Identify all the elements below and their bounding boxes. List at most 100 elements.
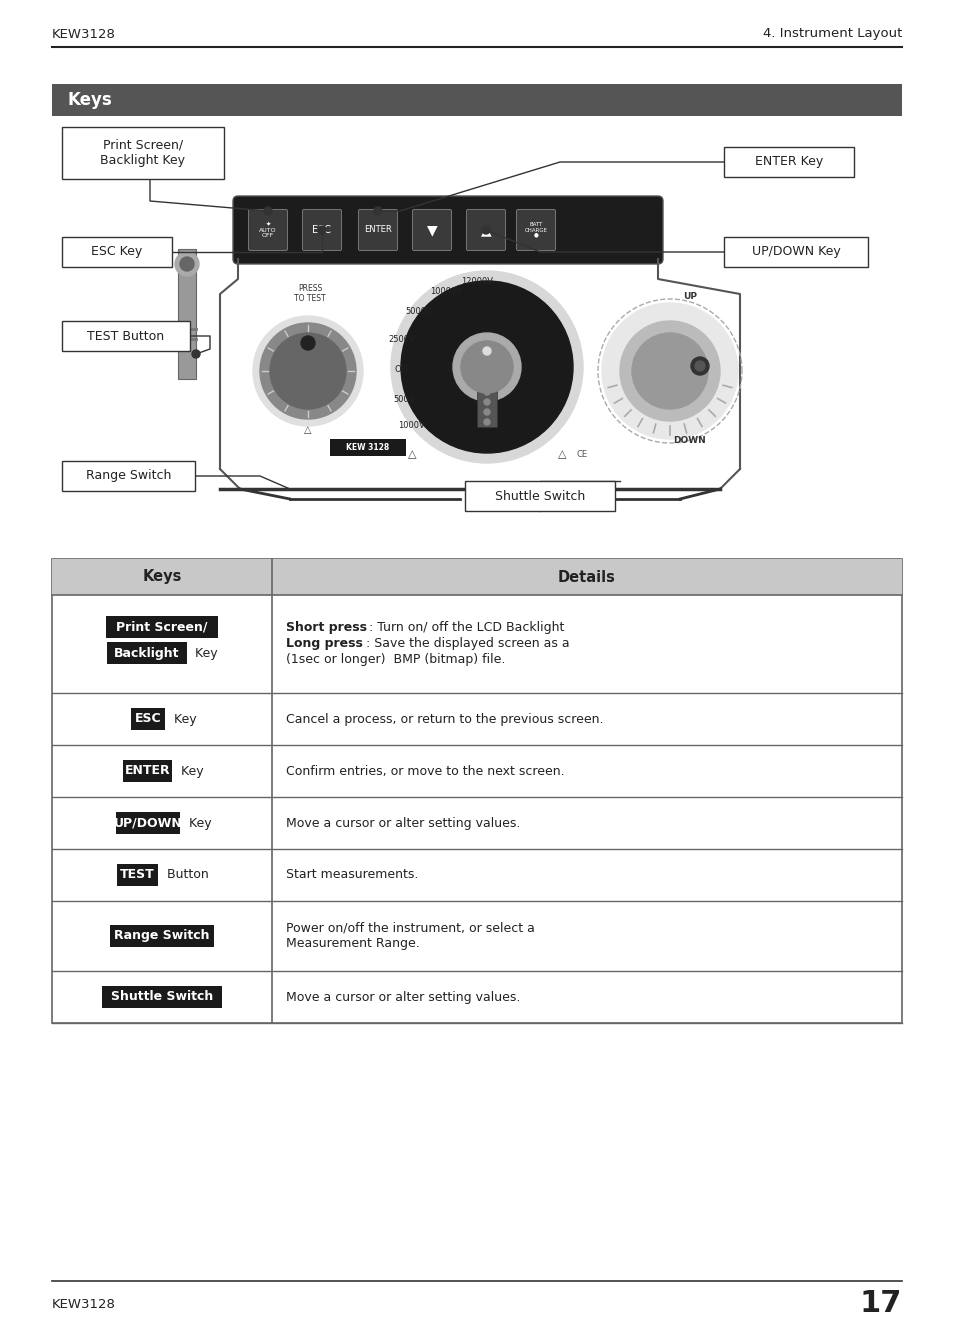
Text: Details: Details — [558, 569, 616, 585]
Text: Confirm entries, or move to the next screen.: Confirm entries, or move to the next scr… — [286, 765, 564, 778]
Circle shape — [253, 316, 363, 426]
Circle shape — [483, 390, 490, 395]
Text: Key: Key — [170, 712, 196, 726]
Circle shape — [631, 333, 707, 408]
Bar — [123, 761, 172, 782]
Text: Long press: Long press — [286, 637, 362, 651]
Circle shape — [264, 208, 272, 216]
Text: Keys: Keys — [142, 569, 181, 585]
FancyBboxPatch shape — [302, 209, 341, 250]
Text: Backlight: Backlight — [114, 647, 179, 660]
Text: 17: 17 — [859, 1289, 901, 1319]
Text: Key: Key — [177, 765, 204, 778]
Text: 10000V: 10000V — [430, 287, 461, 296]
Text: △: △ — [407, 449, 416, 459]
Text: Move a cursor or alter setting values.: Move a cursor or alter setting values. — [286, 817, 519, 829]
Bar — [107, 641, 187, 664]
Text: UP: UP — [682, 292, 697, 301]
Text: Cancel a process, or return to the previous screen.: Cancel a process, or return to the previ… — [286, 712, 603, 726]
Circle shape — [483, 399, 490, 404]
Bar — [117, 864, 158, 886]
Text: Measurement Range.: Measurement Range. — [286, 937, 419, 951]
Text: 12000V: 12000V — [460, 276, 493, 285]
Text: Key: Key — [191, 647, 217, 660]
Bar — [62, 127, 224, 179]
Bar — [132, 708, 165, 730]
Bar — [62, 237, 172, 266]
Circle shape — [180, 257, 193, 270]
Bar — [723, 237, 867, 266]
Circle shape — [483, 419, 490, 424]
Text: DOWN: DOWN — [673, 437, 705, 445]
Text: (1sec or longer)  BMP (bitmap) file.: (1sec or longer) BMP (bitmap) file. — [286, 653, 505, 667]
Circle shape — [483, 379, 490, 386]
FancyBboxPatch shape — [330, 439, 406, 457]
Text: Keys: Keys — [68, 91, 112, 108]
Text: Button: Button — [163, 869, 209, 881]
Text: ESC: ESC — [313, 225, 331, 236]
Text: : Save the displayed screen as a: : Save the displayed screen as a — [354, 637, 569, 651]
Text: Power on/off the instrument, or select a: Power on/off the instrument, or select a — [286, 921, 535, 935]
Bar — [115, 811, 180, 834]
Text: BATT
CHARGE
●: BATT CHARGE ● — [524, 222, 547, 238]
Text: ESC: ESC — [134, 712, 161, 726]
Text: ENTER: ENTER — [364, 225, 392, 234]
Text: TEST Button: TEST Button — [88, 329, 164, 343]
Bar — [62, 321, 190, 351]
Text: ▲: ▲ — [480, 224, 491, 237]
Text: TEST: TEST — [120, 869, 154, 881]
Text: Start measurements.: Start measurements. — [286, 869, 418, 881]
Circle shape — [483, 370, 490, 375]
Text: △: △ — [304, 424, 312, 435]
Circle shape — [619, 321, 720, 420]
Bar — [723, 147, 853, 177]
Text: 1000V: 1000V — [397, 420, 424, 430]
Text: : Turn on/ off the LCD Backlight: : Turn on/ off the LCD Backlight — [360, 621, 563, 635]
Text: Shuttle Switch: Shuttle Switch — [111, 991, 213, 1003]
Circle shape — [391, 270, 582, 463]
Circle shape — [192, 349, 200, 358]
Text: 500V: 500V — [393, 395, 415, 403]
FancyBboxPatch shape — [358, 209, 397, 250]
Circle shape — [601, 303, 738, 439]
Circle shape — [317, 226, 326, 234]
Circle shape — [690, 358, 708, 375]
Bar — [111, 925, 213, 947]
Circle shape — [301, 336, 314, 349]
Bar — [52, 558, 901, 595]
Text: ✦
AUTO
OFF: ✦ AUTO OFF — [259, 222, 276, 238]
Bar — [106, 616, 217, 637]
FancyBboxPatch shape — [248, 209, 287, 250]
Text: UP/DOWN: UP/DOWN — [113, 817, 182, 829]
Circle shape — [483, 408, 490, 415]
Text: ENTER: ENTER — [125, 765, 171, 778]
Circle shape — [400, 281, 573, 453]
FancyBboxPatch shape — [516, 209, 555, 250]
Circle shape — [482, 347, 491, 355]
Text: Range Switch: Range Switch — [114, 929, 210, 943]
Bar — [178, 249, 195, 379]
Bar — [52, 558, 901, 1023]
Circle shape — [260, 323, 355, 419]
Bar — [476, 372, 497, 427]
Circle shape — [453, 333, 520, 400]
Text: Move a cursor or alter setting values.: Move a cursor or alter setting values. — [286, 991, 519, 1003]
Circle shape — [374, 208, 381, 216]
Circle shape — [481, 226, 490, 234]
Text: 5000V: 5000V — [405, 308, 432, 316]
Bar — [464, 481, 615, 511]
Circle shape — [460, 341, 513, 394]
FancyBboxPatch shape — [233, 195, 662, 264]
Text: 4. Instrument Layout: 4. Instrument Layout — [761, 28, 901, 40]
Text: PRESS
TO TEST: PRESS TO TEST — [294, 284, 326, 303]
Bar — [52, 84, 901, 116]
Bar — [62, 461, 194, 491]
FancyBboxPatch shape — [412, 209, 451, 250]
Text: Range Switch: Range Switch — [86, 470, 171, 482]
FancyBboxPatch shape — [466, 209, 505, 250]
Text: UP/DOWN Key: UP/DOWN Key — [751, 245, 840, 258]
Text: Print Screen/: Print Screen/ — [116, 620, 208, 633]
Text: KEW3128: KEW3128 — [52, 1297, 115, 1311]
Text: 2500V: 2500V — [388, 335, 415, 344]
Text: Key: Key — [185, 817, 212, 829]
